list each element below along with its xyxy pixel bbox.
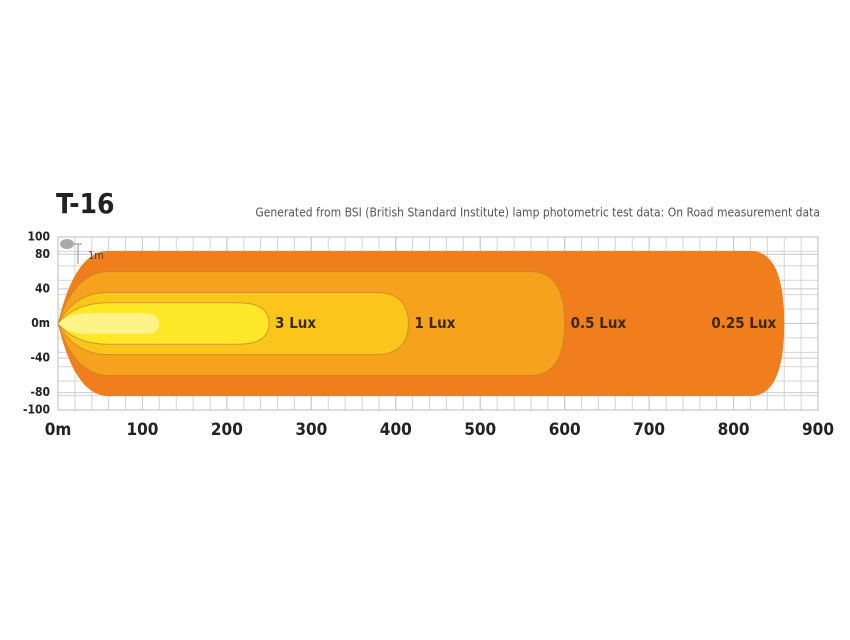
- x-tick-label: 500: [464, 420, 496, 440]
- x-tick-label: 200: [211, 420, 243, 440]
- x-tick-label: 700: [633, 420, 665, 440]
- x-tick-label: 400: [380, 420, 412, 440]
- contour-label: 1 Lux: [414, 314, 455, 332]
- x-tick-label: 900: [802, 420, 834, 440]
- y-tick-label: -100: [23, 403, 50, 417]
- chart-subtitle: Generated from BSI (British Standard Ins…: [255, 206, 820, 220]
- y-tick-label: 80: [35, 247, 50, 261]
- contour-label: 0.5 Lux: [571, 314, 627, 332]
- lamp-icon: [60, 239, 74, 249]
- y-tick-label: 40: [35, 281, 50, 295]
- x-tick-label: 300: [295, 420, 327, 440]
- y-tick-label: -40: [30, 351, 50, 365]
- x-tick-label: 600: [549, 420, 581, 440]
- y-tick-label: -80: [30, 385, 50, 399]
- x-tick-label: 100: [126, 420, 158, 440]
- annotation: 1m: [88, 249, 104, 262]
- x-tick-label: 0m: [45, 420, 72, 440]
- x-tick-label: 800: [718, 420, 750, 440]
- y-tick-label: 100: [27, 230, 50, 244]
- contour-label: 3 Lux: [275, 314, 316, 332]
- contour-label: 0.25 Lux: [711, 314, 776, 332]
- chart-title: T-16: [56, 187, 115, 220]
- y-tick-label: 0m: [31, 316, 50, 330]
- beam-core: [58, 313, 160, 334]
